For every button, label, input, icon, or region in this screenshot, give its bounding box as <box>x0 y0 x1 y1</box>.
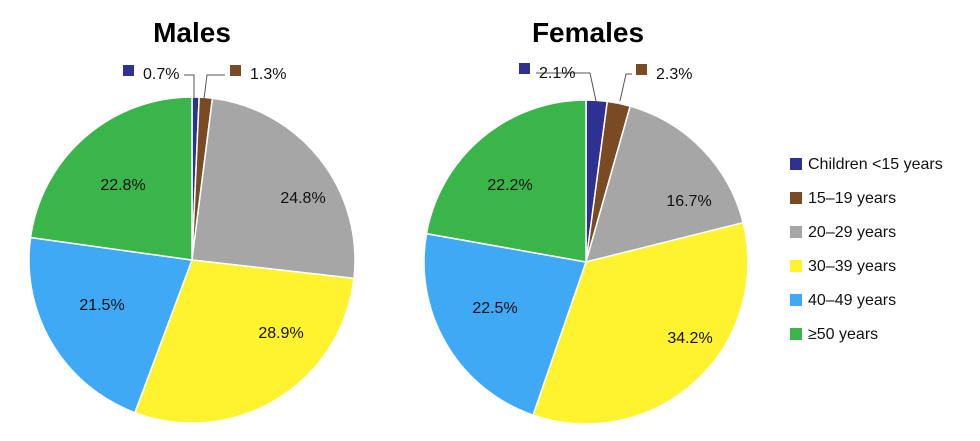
data-label-females-40-49: 22.5% <box>472 300 517 317</box>
legend-swatch-children-under-15 <box>790 158 802 170</box>
legend-swatch-15-19 <box>790 192 802 204</box>
pie-slice-males-50-plus <box>29 96 193 261</box>
legend-label-50-plus: ≥50 years <box>808 326 878 343</box>
legend-swatch-40-49 <box>790 294 802 306</box>
chart-title-females: Females <box>532 17 644 48</box>
leader-line-males-15-19 <box>203 74 225 100</box>
data-label-males-40-49: 21.5% <box>79 297 124 314</box>
data-label-females-15-19: 2.3% <box>656 66 692 83</box>
legend-label-30-39: 30–39 years <box>808 258 896 275</box>
pie-slice-males-20-29 <box>191 97 356 280</box>
chart-title-males: Males <box>153 17 231 48</box>
data-label-females-30-39: 34.2% <box>667 330 712 347</box>
data-label-males-30-39: 28.9% <box>258 325 303 342</box>
callout-marker-females-children-under-15 <box>519 63 530 74</box>
leader-line-females-15-19 <box>619 73 632 102</box>
legend-label-40-49: 40–49 years <box>808 292 896 309</box>
data-label-males-15-19: 1.3% <box>250 66 286 83</box>
data-label-males-20-29: 24.8% <box>280 190 325 207</box>
leader-line-females-children-under-15 <box>536 72 597 102</box>
pie-slice-males-30-39 <box>133 259 355 424</box>
pie-chart-females: Females 16.7% 34.2% 22.5% 22.2% 2.1% 2.3% <box>423 17 749 425</box>
pie-slice-females-40-49 <box>423 232 587 417</box>
legend-label-20-29: 20–29 years <box>808 224 896 241</box>
pie-slice-females-20-29 <box>584 105 745 264</box>
chart-legend: Children <15 years 15–19 years 20–29 years… <box>790 156 943 343</box>
data-label-females-50-plus: 22.2% <box>487 177 532 194</box>
data-label-males-50-plus: 22.8% <box>100 177 145 194</box>
callout-marker-females-15-19 <box>636 64 647 75</box>
pie-chart-males: Males 24.8% 28.9% 21.5% 22.8% 0.7% 1.3% <box>28 17 356 424</box>
legend-label-15-19: 15–19 years <box>808 190 896 207</box>
legend-swatch-20-29 <box>790 226 802 238</box>
pie-slice-females-30-39 <box>532 221 749 425</box>
leader-line-males-children-under-15 <box>184 74 195 99</box>
legend-label-children-under-15: Children <15 years <box>808 156 943 173</box>
data-label-males-children-under-15: 0.7% <box>143 66 179 83</box>
data-label-females-20-29: 16.7% <box>666 193 711 210</box>
pie-slice-males-40-49 <box>28 236 194 414</box>
pie-slice-females-50-plus <box>425 99 587 263</box>
callout-marker-males-children-under-15 <box>123 65 134 76</box>
legend-swatch-30-39 <box>790 260 802 272</box>
callout-marker-males-15-19 <box>230 65 241 76</box>
legend-swatch-50-plus <box>790 328 802 340</box>
data-label-females-children-under-15: 2.1% <box>539 65 575 82</box>
